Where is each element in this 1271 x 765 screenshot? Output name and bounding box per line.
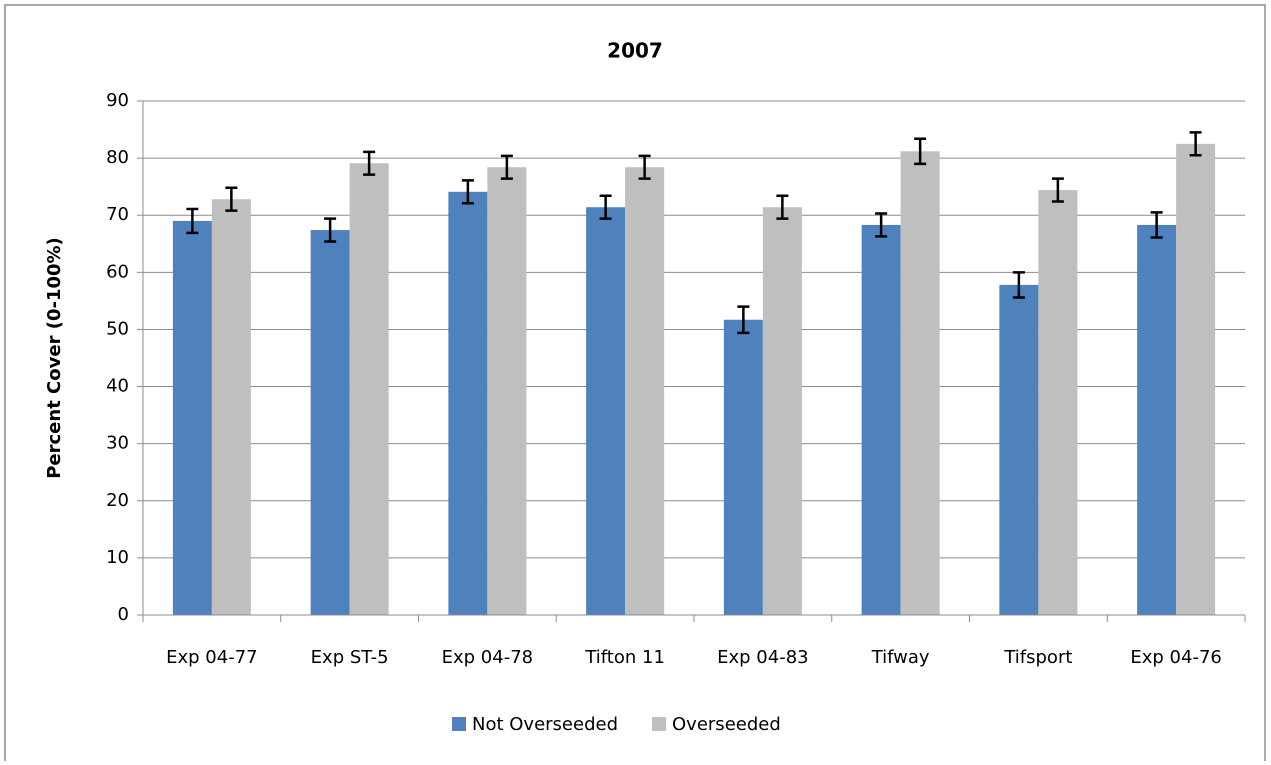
y-tick-label: 20 (106, 490, 129, 511)
error-bar (363, 150, 376, 176)
y-tick-label: 30 (106, 433, 129, 454)
y-tick-label: 0 (118, 604, 129, 625)
error-bar (1051, 177, 1064, 203)
chart-title: 2007 (607, 39, 663, 63)
error-bar (324, 217, 337, 243)
x-tick-label: Exp 04-83 (717, 647, 808, 668)
error-bar (914, 137, 927, 166)
bar (1176, 143, 1216, 616)
error-bar (875, 212, 888, 238)
x-tick-label: Exp 04-77 (166, 647, 257, 668)
bar (211, 199, 251, 615)
bar (172, 220, 212, 615)
error-bar (1150, 211, 1163, 239)
bar (1038, 190, 1078, 616)
y-tick-label: 80 (106, 147, 129, 168)
y-tick-label: 70 (106, 204, 129, 225)
x-tick-label: Tifton 11 (584, 647, 665, 668)
error-bar (776, 194, 789, 220)
error-bar (638, 154, 651, 180)
legend-label: Overseeded (672, 714, 781, 735)
bar (762, 207, 802, 615)
error-bar (1012, 271, 1025, 299)
bar (1137, 224, 1177, 616)
bar (310, 230, 350, 615)
legend-swatch (652, 717, 667, 731)
y-tick-label: 50 (106, 318, 129, 339)
error-bar (599, 194, 612, 220)
x-tick-label: Exp ST-5 (311, 647, 389, 668)
y-tick-label: 60 (106, 261, 129, 282)
error-bar (461, 179, 474, 205)
bar (349, 163, 389, 616)
bar (448, 191, 488, 615)
error-bar (737, 305, 750, 335)
x-tick-label: Tifsport (1003, 647, 1072, 668)
x-tick-label: Exp 04-78 (442, 647, 533, 668)
error-bar (1189, 131, 1202, 157)
bar (625, 167, 665, 615)
y-axis-label: Percent Cover (0-100%) (44, 237, 65, 479)
error-bar (500, 154, 513, 180)
x-tick-label: Tifway (871, 647, 930, 668)
bar (586, 207, 626, 615)
y-tick-label: 10 (106, 547, 129, 568)
legend-label: Not Overseeded (472, 714, 618, 735)
bar (999, 284, 1039, 615)
bar (723, 319, 763, 615)
bar (487, 167, 527, 615)
legend-swatch (452, 717, 466, 731)
bar (861, 224, 901, 616)
y-tick-label: 90 (106, 90, 129, 111)
error-bar (186, 207, 199, 235)
error-bar (225, 186, 238, 212)
y-tick-label: 40 (106, 376, 129, 397)
x-tick-label: Exp 04-76 (1130, 647, 1221, 668)
bar (900, 151, 940, 615)
